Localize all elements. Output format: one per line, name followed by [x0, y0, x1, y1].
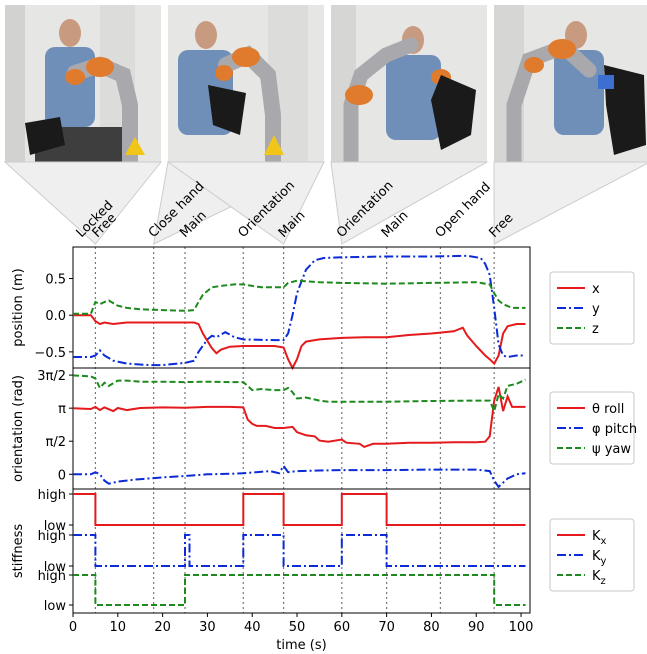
legend-label: y — [592, 302, 600, 317]
photo-orientation — [331, 5, 487, 162]
legend-subscript: x — [601, 536, 607, 547]
y-tick-label: high — [38, 488, 66, 503]
robot-photo-icon — [331, 5, 487, 162]
robot-photo-icon — [494, 5, 647, 162]
y-tick-label: high — [38, 529, 66, 544]
y-tick-label: 0.0 — [45, 309, 66, 324]
legend-box — [549, 271, 635, 345]
series-line-ψ yaw — [72, 374, 526, 415]
panel-1: 0 π/2 π 3π/2 orientation (rad) — [11, 367, 531, 490]
x-axis-label: time (s) — [276, 638, 326, 653]
x-tick-label: 30 — [199, 620, 216, 635]
panel-0: −0.5 0.0 0.5 position (m) — [11, 246, 531, 371]
photo-connectors — [3, 161, 647, 245]
series-line-Ky — [73, 534, 526, 567]
legend-subscript: y — [601, 556, 607, 567]
x-tick-label: 10 — [110, 620, 127, 635]
series-line-y — [73, 254, 526, 367]
legend-label: ψ yaw — [592, 442, 631, 457]
legend-box — [549, 518, 635, 592]
event-label: Open hand — [433, 180, 494, 241]
y-axis-label: position (m) — [11, 268, 26, 346]
y-tick-label: 0.5 — [45, 273, 66, 288]
y-axis-label: stiffness — [11, 524, 26, 578]
x-tick-label: 0 — [69, 620, 77, 635]
y-tick-label: 0 — [58, 468, 66, 483]
robot-photo-icon — [5, 5, 161, 162]
photo-locked — [5, 5, 161, 162]
y-tick-label: −0.5 — [34, 346, 66, 361]
robot-photo-icon — [168, 5, 324, 162]
y-tick-label: low — [44, 560, 67, 575]
y-tick-label: π — [58, 402, 66, 417]
y-tick-label: π/2 — [46, 435, 66, 450]
y-tick-label: low — [44, 599, 67, 614]
photo-connector — [330, 161, 489, 245]
chart-panels: −0.5 0.0 0.5 position (m) 0 π/2 π 3π/2 orientati… — [11, 246, 531, 614]
x-tick-label: 50 — [289, 620, 306, 635]
legend-label: z — [592, 322, 599, 337]
legend-subscript: z — [601, 576, 606, 587]
x-tick-label: 100 — [509, 620, 534, 635]
x-tick-label: 90 — [468, 620, 485, 635]
x-tick-label: 60 — [334, 620, 351, 635]
series-line-Kx — [73, 493, 526, 526]
legend-0: xyz — [549, 271, 635, 345]
photo-connector — [166, 161, 325, 245]
y-tick-label: 3π/2 — [37, 369, 66, 384]
series-line-x — [73, 314, 526, 371]
y-tick-label: high — [38, 569, 66, 584]
plot-frame — [72, 488, 531, 614]
legend-label: θ roll — [592, 402, 624, 417]
legend-label: x — [592, 282, 600, 297]
x-tick-label: 40 — [244, 620, 261, 635]
y-tick-label: low — [44, 519, 67, 534]
x-axis: 0 10 20 30 40 50 60 70 80 90 100 time (s) — [69, 613, 534, 653]
photo-connector — [3, 161, 163, 245]
photo-close-hand — [168, 5, 324, 162]
x-tick-label: 20 — [154, 620, 171, 635]
series-line-θ roll — [72, 386, 526, 449]
plot-frame — [72, 246, 531, 369]
legend-1: θ roll φ pitch ψ yaw — [549, 391, 637, 465]
series-line-Kz — [73, 574, 526, 606]
series-line-φ pitch — [73, 464, 526, 489]
legend-label: φ pitch — [592, 422, 637, 437]
x-tick-label: 80 — [423, 620, 440, 635]
photo-connector — [493, 161, 647, 245]
photo-open-hand — [494, 5, 647, 162]
y-axis-label: orientation (rad) — [11, 375, 26, 482]
legend-box — [549, 391, 635, 465]
x-tick-label: 70 — [378, 620, 395, 635]
